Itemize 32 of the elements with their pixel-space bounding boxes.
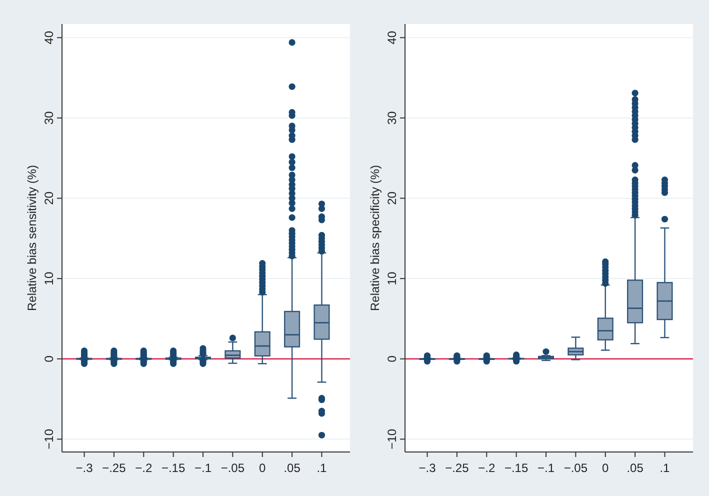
x-tick-label: .1 bbox=[660, 461, 670, 475]
x-tick-label: .05 bbox=[284, 461, 301, 475]
x-tick-label: −.2 bbox=[135, 461, 152, 475]
y-tick-label: 0 bbox=[42, 355, 56, 362]
y-tick-label: 30 bbox=[42, 110, 56, 125]
y-tick-label: 0 bbox=[385, 355, 399, 362]
y-tick-label: 40 bbox=[385, 30, 399, 44]
y-tick-label: 40 bbox=[42, 30, 56, 44]
x-tick-label: −.1 bbox=[537, 461, 555, 475]
x-tick-label: −.3 bbox=[76, 461, 94, 475]
x-tick-label: −.15 bbox=[161, 461, 186, 475]
x-tick-label: −.25 bbox=[445, 461, 470, 475]
x-tick-label: 0 bbox=[602, 461, 610, 475]
x-tick-label: −.3 bbox=[418, 461, 436, 475]
y-tick-label: 20 bbox=[42, 191, 56, 205]
x-tick-label: −.25 bbox=[102, 461, 126, 475]
y-tick-label: 10 bbox=[385, 272, 399, 286]
x-tick-label: −.15 bbox=[504, 461, 528, 475]
x-tick-label: −.05 bbox=[564, 461, 588, 475]
y-axis-title: Relative bias sensitivity (%) bbox=[25, 164, 39, 312]
y-axis-title: Relative bias specificity (%) bbox=[368, 164, 382, 312]
y-tick-label: 10 bbox=[42, 272, 56, 286]
x-tick-label: −.2 bbox=[478, 461, 496, 475]
y-tick-label: −10 bbox=[385, 428, 399, 450]
x-tick-label: 0 bbox=[259, 461, 266, 475]
x-tick-label: −.1 bbox=[194, 461, 212, 475]
y-tick-label: −10 bbox=[42, 428, 56, 450]
x-tick-label: .05 bbox=[626, 461, 644, 475]
y-tick-label: 30 bbox=[385, 110, 399, 125]
y-tick-label: 20 bbox=[385, 191, 399, 205]
x-tick-label: .1 bbox=[316, 461, 328, 475]
x-tick-label: −.05 bbox=[220, 461, 245, 475]
